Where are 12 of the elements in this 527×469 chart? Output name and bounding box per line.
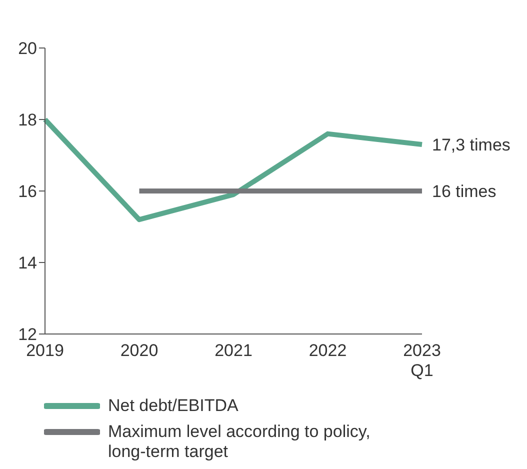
legend-label: Net debt/EBITDA (108, 396, 238, 416)
x-tick-label: 2022 (308, 341, 347, 360)
y-tick-label: 20 (18, 39, 37, 58)
x-tick-label: 2023 Q1 (403, 341, 441, 380)
annotation: 16 times (432, 182, 496, 202)
y-tick-label: 18 (18, 110, 37, 130)
annotation: 17,3 times (432, 136, 510, 155)
x-tick-label: 2021 (214, 341, 252, 360)
y-tick-label: 16 (18, 182, 37, 202)
legend-label: Maximum level according to policy, long-term target (108, 422, 372, 462)
y-tick-label: 14 (18, 254, 37, 273)
x-tick-label: 2020 (120, 341, 158, 360)
